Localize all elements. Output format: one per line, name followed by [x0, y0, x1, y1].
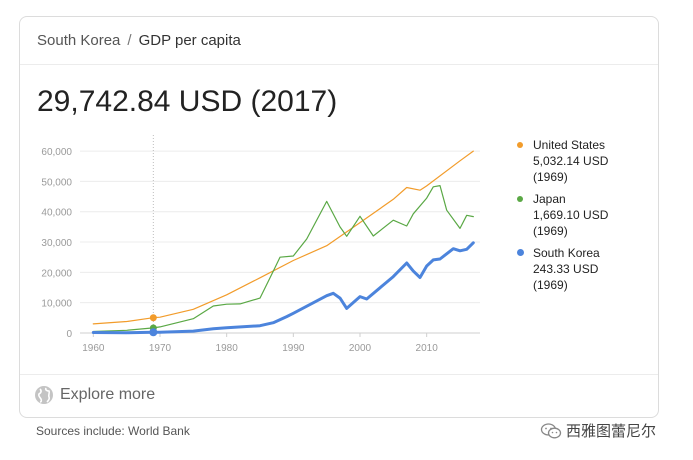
footer-divider [20, 374, 658, 375]
legend-dot-south-korea [517, 249, 524, 256]
globe-icon [35, 386, 53, 404]
legend-name: Japan [533, 192, 566, 206]
legend-value: 5,032.14 USD [533, 154, 609, 168]
x-tick-label: 2000 [349, 343, 372, 354]
legend-item-united-states[interactable]: United States 5,032.14 USD (1969) [517, 137, 627, 185]
legend-year: (1969) [533, 170, 568, 184]
chart-legend: United States 5,032.14 USD (1969) Japan … [517, 137, 627, 299]
hover-point-united-states [149, 314, 157, 322]
y-tick-label: 0 [66, 329, 72, 340]
legend-dot-japan [517, 196, 523, 202]
breadcrumb-separator: / [127, 32, 132, 49]
x-tick-label: 2010 [416, 343, 439, 354]
breadcrumb-metric: GDP per capita [138, 32, 241, 49]
watermark-text: 西雅图蕾尼尔 [566, 423, 657, 440]
y-tick-label: 10,000 [41, 299, 72, 310]
series-line-united-states [92, 150, 474, 325]
x-tick-label: 1980 [216, 343, 239, 354]
x-tick-label: 1990 [282, 343, 305, 354]
wechat-icon [540, 422, 562, 438]
header-divider [20, 64, 658, 65]
breadcrumb-country[interactable]: South Korea [37, 32, 121, 49]
breadcrumb: South Korea / GDP per capita [37, 32, 241, 49]
gdp-line-chart[interactable]: 0 10,000 20,000 30,000 40,000 50,000 60,000 196… [20, 17, 660, 377]
legend-year: (1969) [533, 278, 568, 292]
legend-item-south-korea[interactable]: South Korea 243.33 USD (1969) [517, 245, 627, 293]
knowledge-card: South Korea / GDP per capita 29,742.84 U… [19, 16, 659, 418]
legend-year: (1969) [533, 224, 568, 238]
x-tick-label: 1960 [82, 343, 105, 354]
series-line-south-korea [91, 241, 475, 335]
explore-more-link[interactable]: Explore more [34, 385, 155, 405]
legend-dot-united-states [517, 142, 523, 148]
legend-item-japan[interactable]: Japan 1,669.10 USD (1969) [517, 191, 627, 239]
sources-note: Sources include: World Bank [36, 424, 190, 438]
x-tick-label: 1970 [149, 343, 172, 354]
y-tick-label: 60,000 [41, 147, 72, 158]
y-tick-label: 40,000 [41, 208, 72, 219]
hover-point-south-korea [149, 328, 158, 337]
y-tick-label: 50,000 [41, 177, 72, 188]
headline-value: 29,742.84 USD (2017) [37, 85, 338, 118]
watermark: 西雅图蕾尼尔 [540, 420, 656, 441]
y-tick-label: 30,000 [41, 238, 72, 249]
series-line-japan [92, 185, 474, 333]
legend-name: South Korea [533, 246, 600, 260]
y-tick-label: 20,000 [41, 268, 72, 279]
legend-value: 243.33 USD [533, 262, 599, 276]
legend-name: United States [533, 138, 606, 152]
explore-more-label: Explore more [60, 386, 156, 403]
legend-value: 1,669.10 USD [533, 208, 609, 222]
